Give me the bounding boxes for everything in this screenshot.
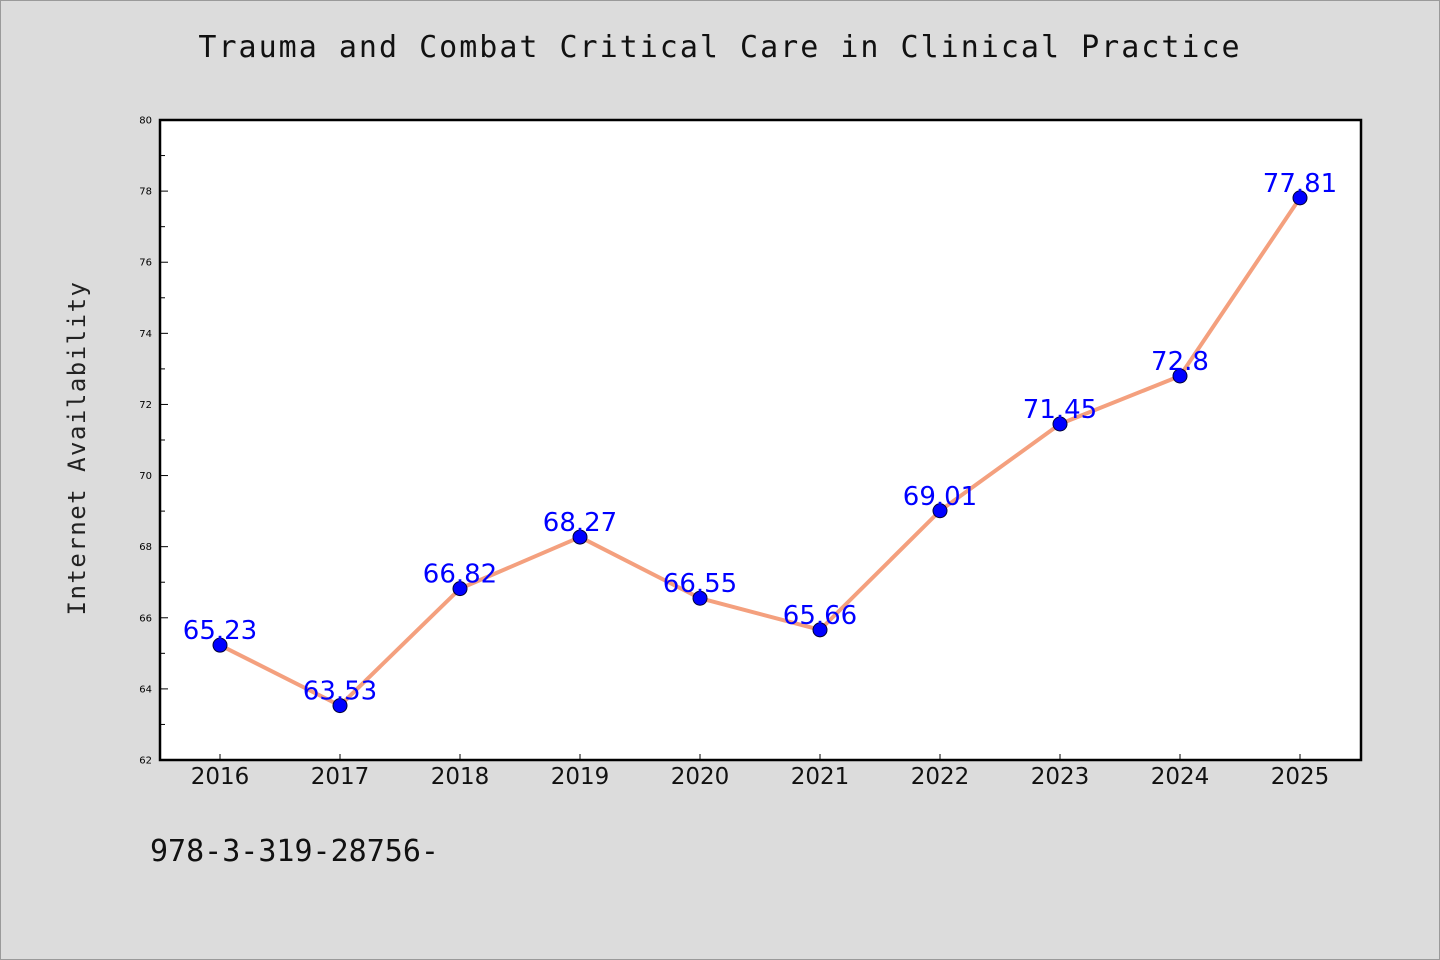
data-label: 77.81 <box>1263 169 1337 199</box>
x-tick-label: 2016 <box>191 764 250 790</box>
plot-area <box>160 120 1361 760</box>
x-tick-label: 2018 <box>431 764 490 790</box>
x-tick-label: 2019 <box>551 764 610 790</box>
data-label: 65.23 <box>183 616 257 646</box>
x-tick-label: 2022 <box>911 764 970 790</box>
data-point <box>1172 368 1188 384</box>
series-line <box>218 195 1302 708</box>
data-point <box>812 622 828 638</box>
y-tick-label: 78 <box>139 187 152 198</box>
data-point <box>1292 190 1308 206</box>
plot-border <box>158 118 1363 762</box>
y-tick-label: 70 <box>139 471 152 482</box>
isbn-footer: 978-3-319-28756- <box>150 834 439 869</box>
data-point <box>452 581 468 597</box>
data-label: 66.55 <box>663 569 737 599</box>
data-point <box>212 637 228 653</box>
data-label: 71.45 <box>1023 395 1097 425</box>
data-point <box>572 529 588 545</box>
data-label: 69.01 <box>903 482 977 512</box>
data-label: 65.66 <box>783 601 857 631</box>
data-point <box>1052 416 1068 432</box>
data-label: 66.82 <box>423 560 497 590</box>
data-point <box>332 698 348 714</box>
data-label: 68.27 <box>543 508 617 538</box>
x-tick-label: 2024 <box>1151 764 1210 790</box>
y-tick-label: 68 <box>139 542 152 553</box>
x-tick-label: 2021 <box>791 764 850 790</box>
x-tick-label: 2025 <box>1271 764 1330 790</box>
y-tick-label: 76 <box>139 258 152 269</box>
y-tick-label: 64 <box>139 684 152 695</box>
data-point <box>692 590 708 606</box>
data-label: 72.8 <box>1151 347 1209 377</box>
y-tick-label: 62 <box>139 756 152 767</box>
y-tick-label: 66 <box>139 613 152 624</box>
data-label: 63.53 <box>303 677 377 707</box>
x-tick-label: 2023 <box>1031 764 1090 790</box>
y-tick-label: 80 <box>139 116 152 127</box>
chart-title: Trauma and Combat Critical Care in Clini… <box>198 30 1242 65</box>
x-tick-label: 2020 <box>671 764 730 790</box>
y-tick-label: 74 <box>139 329 152 340</box>
y-tick-label: 72 <box>139 400 152 411</box>
x-tick-label: 2017 <box>311 764 370 790</box>
data-point <box>932 503 948 519</box>
